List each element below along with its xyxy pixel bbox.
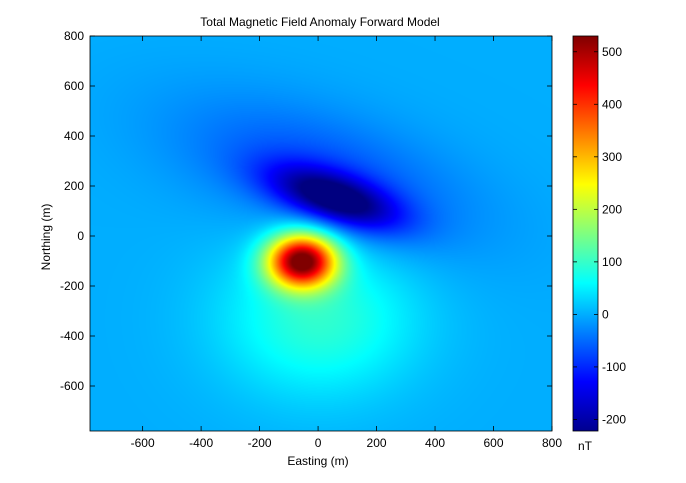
x-tick-label: 0	[315, 436, 322, 450]
x-tick-label: 600	[484, 436, 504, 450]
colorbar-tick-label: 300	[602, 150, 622, 164]
y-axis: 800 600 400 200 0 -200 -400 -600	[60, 29, 552, 393]
colorbar-tick-label: 400	[602, 97, 622, 111]
x-axis-label: Easting (m)	[287, 454, 348, 468]
colorbar-unit-label: nT	[578, 439, 593, 453]
heatmap	[90, 36, 552, 431]
colorbar-ticks: 500 400 300 200 100 0 -100 -200	[573, 45, 626, 426]
plot-frame	[89, 35, 553, 432]
colorbar-tick-label: 0	[602, 307, 609, 321]
y-tick-label: 400	[64, 129, 84, 143]
x-axis: -600 -400 -200 0 200 400 600 800	[131, 36, 562, 450]
colorbar: 500 400 300 200 100 0 -100 -200 nT	[572, 35, 626, 453]
x-tick-label: -400	[189, 436, 213, 450]
x-tick-label: 200	[367, 436, 387, 450]
x-tick-label: 400	[425, 436, 445, 450]
y-axis-label: Northing (m)	[39, 204, 53, 271]
y-tick-label: -200	[60, 279, 84, 293]
colorbar-tick-label: -100	[602, 360, 626, 374]
chart-title: Total Magnetic Field Anomaly Forward Mod…	[200, 15, 439, 29]
y-tick-label: -400	[60, 329, 84, 343]
plot-area	[89, 35, 553, 432]
y-tick-label: 0	[77, 229, 84, 243]
y-tick-label: 800	[64, 29, 84, 43]
colorbar-tick-label: 100	[602, 255, 622, 269]
y-tick-label: 600	[64, 79, 84, 93]
colorbar-tick-label: -200	[602, 412, 626, 426]
colorbar-tick-label: 200	[602, 202, 622, 216]
x-tick-label: -600	[131, 436, 155, 450]
y-tick-label: -600	[60, 379, 84, 393]
colorbar-scale	[572, 35, 599, 432]
x-tick-label: 800	[542, 436, 562, 450]
colorbar-tick-label: 500	[602, 45, 622, 59]
x-tick-label: -200	[248, 436, 272, 450]
y-tick-label: 200	[64, 179, 84, 193]
